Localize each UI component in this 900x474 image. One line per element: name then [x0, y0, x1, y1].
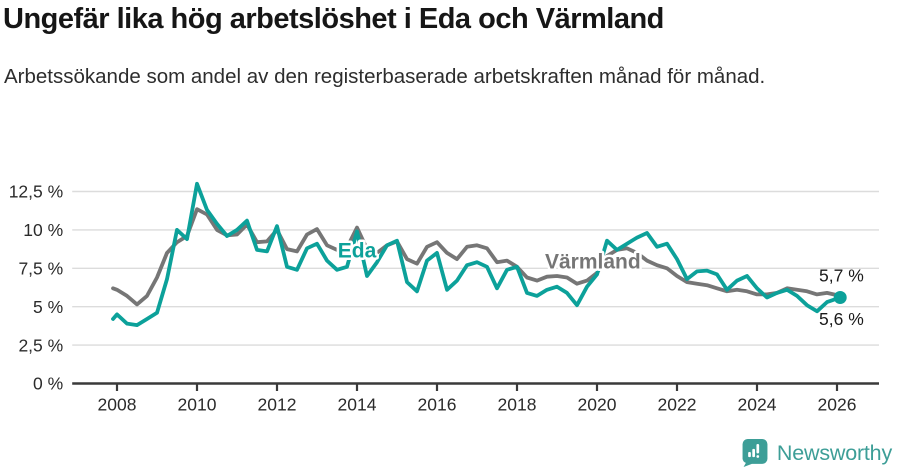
chart-subtitle: Arbetssökande som andel av den registerb… — [4, 65, 766, 88]
y-tick-label: 7,5 % — [18, 259, 63, 279]
series-label-eda: Eda — [338, 240, 377, 263]
y-tick-label: 2,5 % — [18, 335, 63, 355]
x-tick-label: 2020 — [578, 395, 617, 415]
end-value-label-eda-end: 5,6 % — [819, 309, 864, 329]
newsworthy-logo[interactable]: Newsworthy — [742, 439, 892, 467]
series-line-varmland — [111, 207, 843, 307]
series-line-eda — [111, 181, 843, 328]
newsworthy-logo-icon — [742, 439, 768, 467]
x-tick-label: 2018 — [498, 395, 537, 415]
logo-bar-short — [748, 451, 751, 458]
end-value-label-varmland-end: 5,7 % — [819, 265, 864, 285]
x-tick-label: 2026 — [818, 395, 857, 415]
series-label-varmland: Värmland — [545, 250, 641, 273]
logo-bar-tall — [752, 448, 755, 458]
x-tick-label: 2008 — [98, 395, 137, 415]
y-tick-label: 10 % — [23, 220, 63, 240]
x-tick-label: 2024 — [738, 395, 777, 415]
y-tick-label: 12,5 % — [9, 182, 63, 202]
x-tick-label: 2012 — [258, 395, 297, 415]
brand-name: Newsworthy — [776, 440, 892, 465]
logo-exclamation-dot — [756, 455, 760, 458]
page-title: Ungefär lika hög arbetslöshet i Eda och … — [3, 3, 664, 35]
y-tick-label: 0 % — [33, 374, 63, 394]
series-end-dot-eda — [833, 291, 847, 304]
y-tick-label: 5 % — [33, 297, 63, 317]
logo-exclamation-stem — [756, 443, 760, 454]
x-tick-label: 2014 — [338, 395, 377, 415]
x-tick-label: 2022 — [658, 395, 697, 415]
x-tick-label: 2016 — [418, 395, 457, 415]
x-tick-label: 2010 — [178, 395, 217, 415]
